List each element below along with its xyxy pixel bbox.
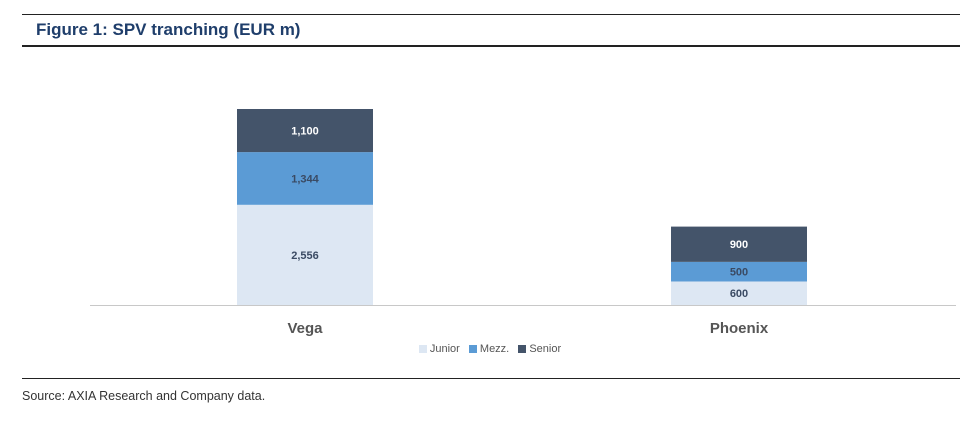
legend-item-mezz: Mezz. [468, 343, 510, 355]
source-note: Source: AXIA Research and Company data. [22, 389, 266, 403]
data-label-vega-senior: 1,100 [291, 126, 319, 138]
bar-vega-senior [237, 109, 373, 153]
legend-swatch-junior [418, 345, 427, 353]
data-label-vega-junior: 2,556 [291, 250, 319, 262]
chart-legend: Junior Mezz. Senior [0, 343, 980, 355]
bar-phoenix-senior [671, 226, 807, 262]
legend-label-junior: Junior [429, 343, 460, 355]
legend-swatch-mezz [468, 345, 477, 353]
data-label-vega-mezz: 1,344 [291, 173, 319, 185]
category-label-vega: Vega [287, 320, 323, 337]
legend-item-senior: Senior [518, 343, 561, 355]
stacked-bar-chart: 2,556 1,344 1,100 Vega 600 500 900 Phoenix [90, 109, 956, 337]
data-label-phoenix-senior: 900 [730, 239, 748, 251]
bar-phoenix-mezz [671, 261, 807, 282]
bottom-rule [22, 378, 960, 379]
title-rule [22, 45, 960, 47]
bar-vega-mezz [237, 152, 373, 205]
legend-label-mezz: Mezz. [479, 343, 510, 355]
legend-swatch-senior [518, 345, 527, 353]
bar-vega-junior [237, 204, 373, 305]
legend-label-senior: Senior [529, 343, 562, 355]
top-rule [22, 14, 960, 15]
category-label-phoenix: Phoenix [710, 320, 769, 337]
data-label-phoenix-mezz: 500 [730, 267, 748, 279]
figure-title: Figure 1: SPV tranching (EUR m) [36, 20, 301, 39]
legend-item-junior: Junior [418, 343, 460, 355]
data-label-phoenix-junior: 600 [730, 288, 748, 300]
bar-phoenix-junior [671, 281, 807, 305]
